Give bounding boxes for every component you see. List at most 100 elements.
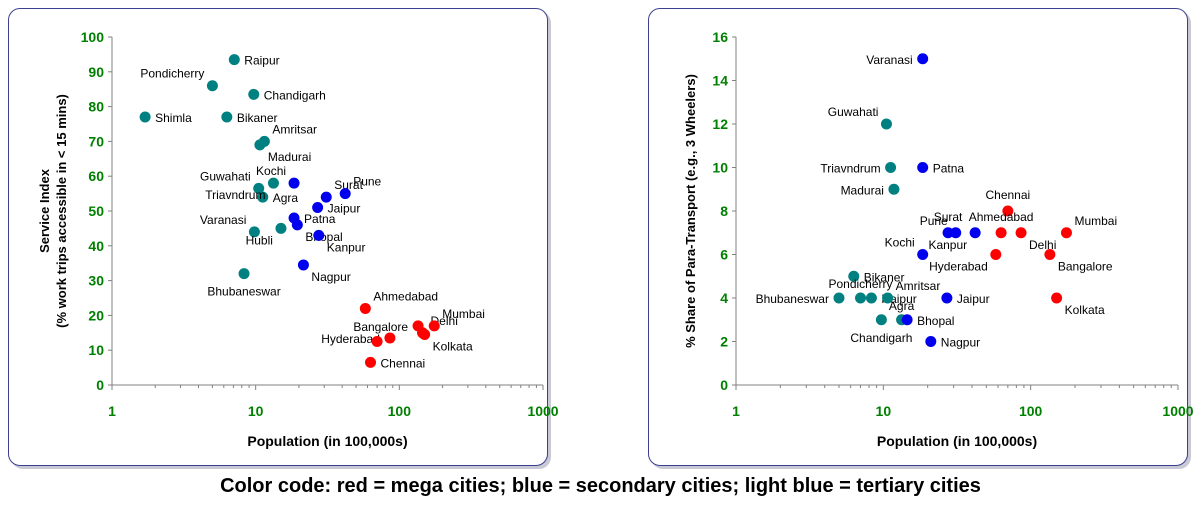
data-point-tertiary [206, 80, 218, 92]
data-point-mega [1002, 205, 1014, 217]
point-label: Kanpur [327, 240, 366, 254]
data-point-tertiary [238, 268, 250, 280]
point-label: Pune [920, 214, 948, 228]
point-label: Nagpur [941, 336, 980, 350]
point-label: Bangalore [1058, 260, 1113, 274]
point-label: Nagpur [311, 270, 350, 284]
data-point-tertiary [885, 162, 897, 173]
point-label: Varanasi [866, 53, 912, 67]
data-point-secondary [969, 227, 981, 239]
x-axis-title: Population (in 100,000s) [877, 433, 1037, 449]
data-point-mega [384, 332, 396, 344]
data-point-mega [365, 356, 377, 368]
point-label: Kanpur [928, 238, 967, 252]
data-point-tertiary [848, 270, 860, 282]
data-point-mega [995, 227, 1007, 239]
point-label: Bangalore [353, 320, 408, 334]
point-label: Shimla [155, 111, 192, 125]
point-label: Guwahati [828, 105, 879, 119]
data-point-tertiary [221, 111, 233, 123]
y-tick-label: 8 [720, 203, 728, 219]
point-label: Bhopal [917, 314, 954, 328]
data-point-secondary [901, 314, 913, 326]
x-tick-label: 100 [388, 403, 412, 419]
scatter-chart-para-transport: 0 2 4 6 8 10 12 14 16 1 10 100 1000 Population (in 10… [683, 29, 1194, 449]
point-label: Bikaner [864, 270, 905, 284]
data-point-secondary [297, 259, 309, 271]
data-point-tertiary [882, 292, 894, 304]
data-point-tertiary [875, 314, 887, 326]
y-tick-label: 30 [88, 273, 104, 289]
y-tick-label: 2 [720, 334, 728, 350]
y-tick-label: 50 [88, 203, 104, 219]
y-axis-title: Service Index [37, 168, 52, 253]
point-label: Pune [353, 175, 381, 189]
point-label: Kochi [885, 236, 915, 250]
y-tick-label: 70 [88, 133, 104, 149]
point-label: Jaipur [328, 202, 361, 216]
color-code-caption: Color code: red = mega cities; blue = se… [220, 475, 981, 497]
point-label: Bhubaneswar [207, 285, 280, 299]
y-tick-label: 14 [712, 73, 728, 89]
point-label: Bhubaneswar [756, 292, 829, 306]
x-tick-label: 1000 [527, 403, 558, 419]
point-label: Hubli [246, 233, 273, 247]
point-label: Hyderabad [321, 332, 380, 346]
y-tick-label: 4 [720, 290, 728, 306]
data-point-secondary [950, 227, 962, 239]
point-label: Surat [934, 210, 963, 224]
y-tick-label: 16 [712, 29, 728, 45]
data-point-tertiary [139, 111, 151, 123]
data-point-tertiary [228, 54, 240, 66]
data-point-secondary [917, 162, 929, 173]
data-point-mega [428, 320, 440, 332]
y-tick-label: 0 [96, 377, 104, 393]
point-label: Hyderabad [929, 260, 988, 274]
data-point-tertiary [880, 118, 892, 130]
point-label: Ahmedabad [969, 210, 1034, 224]
y-axis-title: (% work trips accessible in < 15 mins) [54, 94, 69, 328]
data-point-tertiary [248, 88, 260, 100]
y-tick-label: 90 [88, 64, 104, 80]
data-point-secondary [291, 219, 303, 231]
point-label: Chandigarh [264, 88, 326, 102]
x-tick-label: 1 [732, 403, 740, 419]
point-label: Guwahati [200, 169, 251, 183]
y-tick-label: 12 [712, 116, 728, 132]
x-tick-label: 10 [248, 403, 264, 419]
data-point-mega [359, 302, 371, 314]
point-label: Triavndrum [820, 162, 880, 176]
y-tick-label: 20 [88, 307, 104, 323]
x-tick-label: 1 [108, 403, 116, 419]
point-label: Raipur [244, 54, 279, 68]
data-point-secondary [941, 292, 953, 304]
point-label: Kolkata [1065, 303, 1105, 317]
point-label: Chennai [381, 356, 426, 370]
data-point-tertiary [888, 183, 900, 195]
point-label: Delhi [1029, 238, 1056, 252]
point-label: Patna [304, 212, 336, 226]
point-label: Pondicherry [828, 277, 892, 291]
point-label: Amritsar [896, 279, 941, 293]
y-tick-label: 60 [88, 168, 104, 184]
data-point-mega [1044, 249, 1056, 260]
point-label: Madurai [268, 150, 311, 164]
data-point-mega [1015, 227, 1027, 239]
data-point-secondary [312, 202, 324, 214]
data-point-secondary [917, 53, 929, 65]
point-label: Triavndrum [205, 188, 265, 202]
point-label: Bikaner [237, 111, 278, 125]
data-point-mega [1060, 227, 1072, 239]
y-tick-label: 40 [88, 238, 104, 254]
data-point-mega [371, 336, 383, 347]
data-point-tertiary [254, 139, 266, 151]
point-label: Surat [334, 178, 363, 192]
point-label: Pondicherry [140, 67, 204, 81]
data-point-secondary [925, 336, 937, 347]
data-point-tertiary [275, 222, 287, 234]
point-label: Agra [273, 191, 299, 205]
data-point-mega [419, 329, 431, 341]
point-label: Patna [933, 162, 965, 176]
data-point-secondary [942, 227, 954, 239]
chart-panel-service-index: 0 10 20 30 40 50 60 70 80 90 100 1 10 100 1000 Populati… [8, 8, 559, 466]
